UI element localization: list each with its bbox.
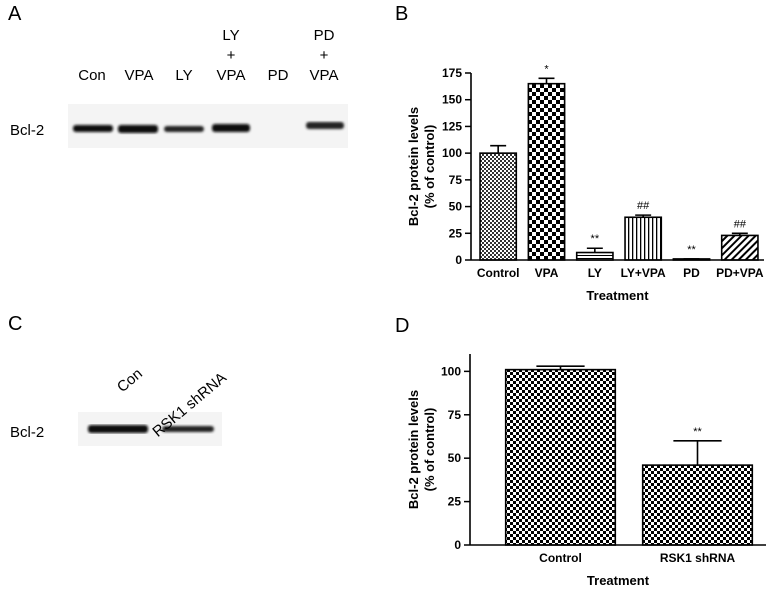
band xyxy=(88,425,148,433)
bar xyxy=(527,82,566,261)
bar xyxy=(479,152,518,261)
band xyxy=(73,125,113,132)
bar xyxy=(720,234,759,261)
error-bar xyxy=(731,232,748,236)
lane-label: LY xyxy=(175,67,192,84)
y-tick-label: 75 xyxy=(449,173,463,187)
error-bar xyxy=(490,144,507,154)
band xyxy=(212,124,250,132)
band xyxy=(164,126,204,132)
error-bar xyxy=(536,365,585,370)
x-tick-label: LY xyxy=(588,266,602,280)
x-axis-title: Treatment xyxy=(587,573,650,588)
x-tick-label: RSK1 shRNA xyxy=(660,551,736,565)
y-tick-label: 0 xyxy=(454,538,461,552)
band xyxy=(118,125,158,133)
y-axis-title: (% of control) xyxy=(422,408,437,492)
error-bar xyxy=(538,77,555,84)
x-tick-label: Control xyxy=(539,551,582,565)
error-bar xyxy=(635,214,652,218)
lane-label: LY xyxy=(222,27,239,44)
significance-label: * xyxy=(544,63,549,75)
y-axis-title: Bcl-2 protein levels xyxy=(406,390,421,509)
y-tick-label: 25 xyxy=(448,495,462,509)
panel-label: A xyxy=(8,3,22,25)
lane-label: PD xyxy=(314,27,335,44)
significance-label: ** xyxy=(591,233,600,245)
bar xyxy=(504,368,617,546)
band xyxy=(162,426,214,432)
y-tick-label: 175 xyxy=(442,66,462,80)
band xyxy=(306,122,344,129)
y-tick-label: 75 xyxy=(448,408,462,422)
error-bar xyxy=(673,440,722,466)
y-tick-label: 100 xyxy=(442,146,462,160)
lane-label: Con xyxy=(78,67,106,84)
significance-label: ## xyxy=(734,218,747,230)
blot-a xyxy=(68,104,348,148)
panel-label: D xyxy=(395,315,409,337)
y-tick-label: 100 xyxy=(441,364,461,378)
y-tick-label: 50 xyxy=(448,451,462,465)
blot-c xyxy=(78,412,222,446)
y-tick-label: 125 xyxy=(442,119,462,133)
x-tick-label: Control xyxy=(477,266,520,280)
y-tick-label: 50 xyxy=(449,200,463,214)
row-label: Bcl-2 xyxy=(10,122,44,139)
lane-label: VPA xyxy=(310,67,339,84)
bar xyxy=(575,251,614,261)
significance-label: ## xyxy=(637,200,650,212)
row-label: Bcl-2 xyxy=(10,424,44,441)
y-tick-label: 25 xyxy=(449,226,463,240)
y-axis-title: (% of control) xyxy=(422,125,437,209)
lane-label: VPA xyxy=(217,67,246,84)
x-tick-label: LY+VPA xyxy=(621,266,666,280)
significance-label: ** xyxy=(687,244,696,256)
bar xyxy=(624,216,663,261)
lane-label: VPA xyxy=(125,67,154,84)
x-tick-label: PD xyxy=(683,266,700,280)
lane-label: + xyxy=(227,47,236,64)
error-bar xyxy=(586,247,603,253)
x-tick-label: PD+VPA xyxy=(716,266,764,280)
panel-label: C xyxy=(8,313,22,335)
y-axis-title: Bcl-2 protein levels xyxy=(406,107,421,226)
bar xyxy=(641,464,754,546)
blot-membrane xyxy=(68,104,348,148)
lane-label: + xyxy=(320,47,329,64)
panel-label: B xyxy=(395,3,408,25)
lane-label: PD xyxy=(268,67,289,84)
lane-label: Con xyxy=(114,365,146,396)
y-tick-label: 0 xyxy=(455,253,462,267)
x-axis-title: Treatment xyxy=(586,288,649,303)
x-tick-label: VPA xyxy=(535,266,559,280)
y-tick-label: 150 xyxy=(442,93,462,107)
significance-label: ** xyxy=(693,426,702,438)
